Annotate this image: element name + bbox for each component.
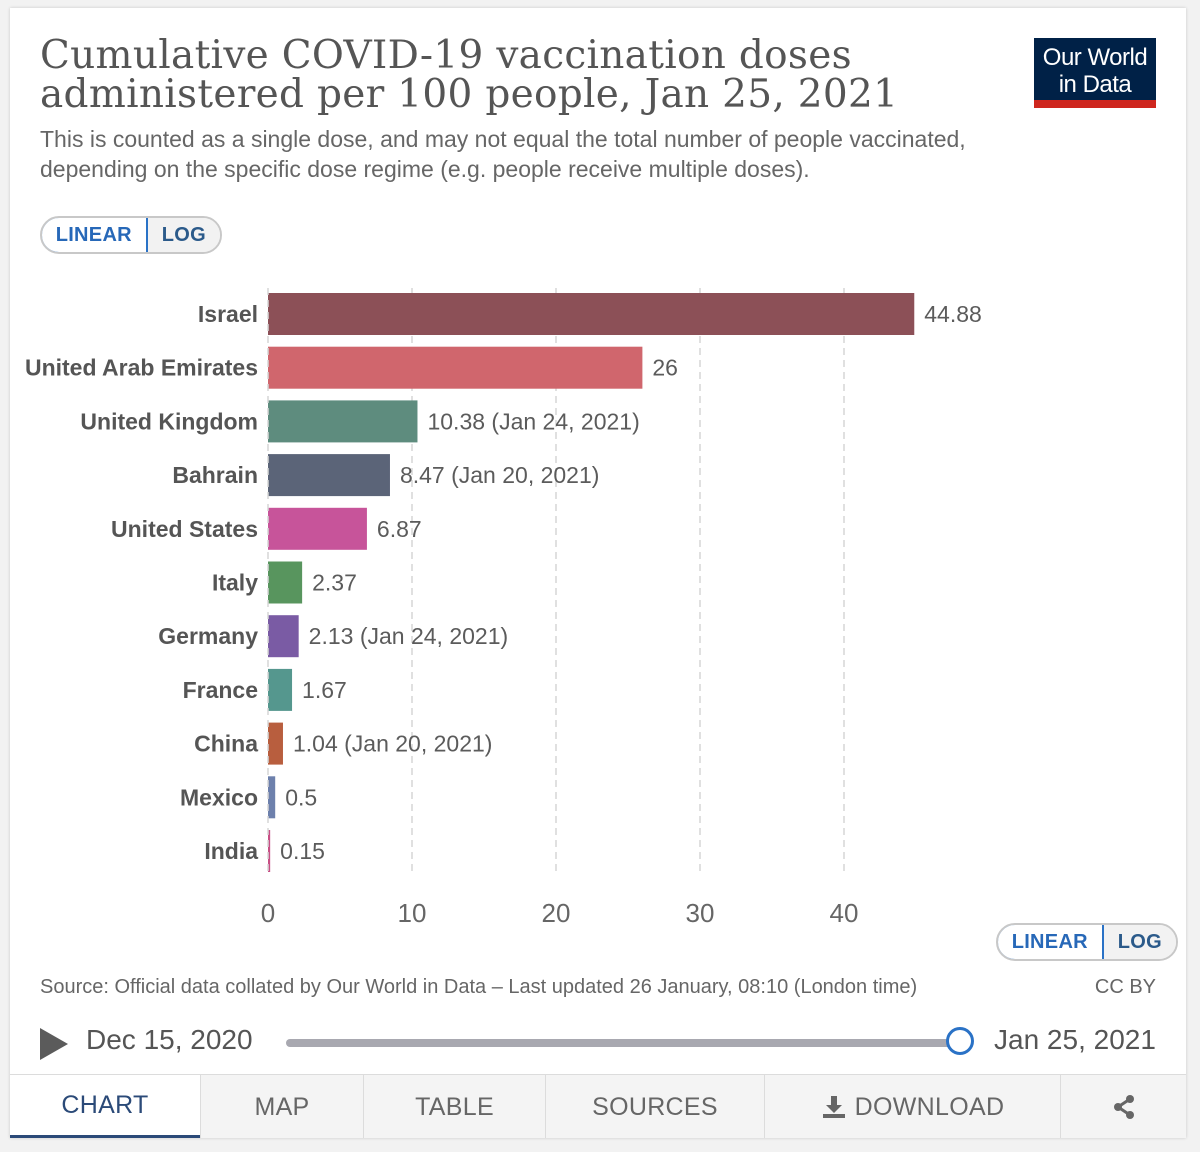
play-icon[interactable] [40, 1028, 68, 1060]
timeline-handle[interactable] [946, 1027, 974, 1055]
bar-india[interactable] [268, 830, 271, 872]
tab-download[interactable]: DOWNLOAD [764, 1075, 1060, 1138]
category-label: Mexico [180, 784, 258, 810]
bar-italy[interactable] [268, 561, 303, 604]
value-label: 2.13 (Jan 24, 2021) [309, 623, 508, 649]
bar-france[interactable] [268, 668, 293, 711]
license-link[interactable]: CC BY [1094, 976, 1156, 998]
bar-chart: Israel 44.88 United Arab Emirates 26 United … [25, 288, 982, 928]
tab-map[interactable]: MAP [200, 1075, 363, 1138]
category-label: China [194, 731, 258, 757]
tab-sources[interactable]: SOURCES [545, 1075, 764, 1138]
tab-table[interactable]: TABLE [363, 1075, 545, 1138]
value-label: 6.87 [377, 516, 422, 542]
category-label: United Kingdom [80, 408, 258, 434]
value-label: 2.37 [312, 570, 357, 596]
category-label: India [204, 838, 258, 864]
x-tick-label: 0 [261, 898, 275, 928]
timeline-track[interactable] [286, 1039, 960, 1047]
bar-united-states[interactable] [268, 507, 367, 550]
logo-line-1: Our World [1042, 44, 1148, 71]
bar-united-kingdom[interactable] [268, 400, 418, 443]
x-tick-label: 40 [830, 898, 859, 928]
scale-toggle-top: LINEAR LOG [40, 216, 222, 254]
category-label: Israel [198, 301, 258, 327]
value-label: 1.04 (Jan 20, 2021) [293, 731, 492, 757]
x-tick-label: 30 [686, 898, 715, 928]
chart-title: Cumulative COVID-19 vaccination doses ad… [40, 33, 899, 117]
log-scale-button[interactable]: LOG [147, 218, 220, 252]
bar-germany[interactable] [268, 615, 299, 658]
owid-logo[interactable]: Our World in Data [1034, 38, 1156, 108]
linear-scale-button[interactable]: LINEAR [42, 218, 148, 252]
category-label: France [183, 677, 258, 703]
category-label: United States [111, 516, 258, 542]
axis-linear-button[interactable]: LINEAR [998, 925, 1104, 959]
logo-line-2: in Data [1058, 71, 1132, 98]
value-label: 0.15 [280, 838, 325, 864]
value-label: 10.38 (Jan 24, 2021) [427, 408, 639, 434]
value-label: 0.5 [285, 784, 317, 810]
bar-israel[interactable] [268, 293, 915, 335]
chart-card: Cumulative COVID-19 vaccination doses ad… [10, 8, 1186, 1138]
bar-mexico[interactable] [268, 776, 276, 819]
category-label: United Arab Emirates [25, 355, 258, 381]
download-icon [822, 1096, 845, 1118]
category-label: Bahrain [172, 462, 258, 488]
value-label: 26 [652, 355, 678, 381]
share-icon [1113, 1095, 1134, 1119]
bar-china[interactable] [268, 722, 283, 765]
timeline: Dec 15, 2020 Jan 25, 2021 [10, 1018, 1186, 1068]
scale-toggle-axis: LINEAR LOG [996, 923, 1178, 961]
tab-download-label: DOWNLOAD [854, 1092, 1005, 1121]
axis-log-button[interactable]: LOG [1103, 925, 1176, 959]
chart-subtitle: This is counted as a single dose, and ma… [40, 126, 966, 182]
timeline-end-label: Jan 25, 2021 [994, 1024, 1156, 1055]
bar-united-arab-emirates[interactable] [268, 346, 643, 389]
value-label: 1.67 [302, 677, 347, 703]
tab-bar: CHART MAP TABLE SOURCES DOWNLOAD [10, 1074, 1186, 1138]
value-label: 44.88 [924, 301, 982, 327]
share-button[interactable] [1060, 1075, 1186, 1138]
category-label: Italy [212, 570, 258, 596]
bar-bahrain[interactable] [268, 454, 390, 497]
x-tick-label: 20 [542, 898, 571, 928]
tab-chart[interactable]: CHART [10, 1075, 200, 1138]
source-note[interactable]: Source: Official data collated by Our Wo… [40, 976, 918, 998]
category-label: Germany [158, 623, 258, 649]
value-label: 8.47 (Jan 20, 2021) [400, 462, 599, 488]
x-tick-label: 10 [398, 898, 427, 928]
timeline-start-label: Dec 15, 2020 [86, 1024, 253, 1055]
